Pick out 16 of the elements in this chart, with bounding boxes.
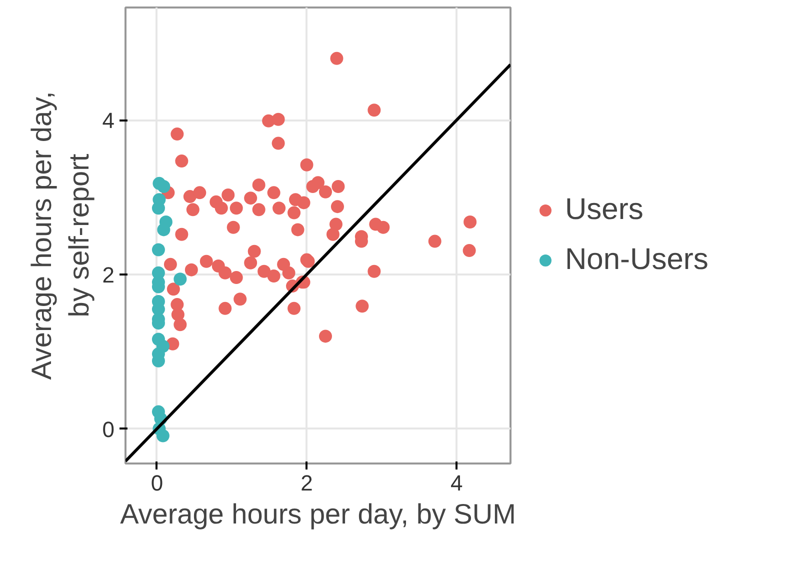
point (174, 272, 187, 286)
y-tick-label: 4 (102, 108, 115, 134)
x-tick-label: 4 (450, 470, 463, 496)
point (157, 223, 170, 236)
x-tick-label: 2 (300, 470, 313, 496)
legend-label: Non-Users (565, 243, 708, 277)
point (152, 243, 165, 256)
x-tick-label: 0 (150, 470, 164, 496)
y-axis-title: Average hours per day, by self-report (26, 91, 94, 380)
point (157, 180, 170, 193)
y-tick-label: 0 (102, 416, 115, 442)
legend-label: Users (565, 193, 644, 227)
point (152, 202, 165, 215)
point (156, 429, 170, 442)
y-tick-label: 2 (102, 262, 115, 288)
x-axis-title: Average hours per day, by SUM (120, 498, 516, 530)
